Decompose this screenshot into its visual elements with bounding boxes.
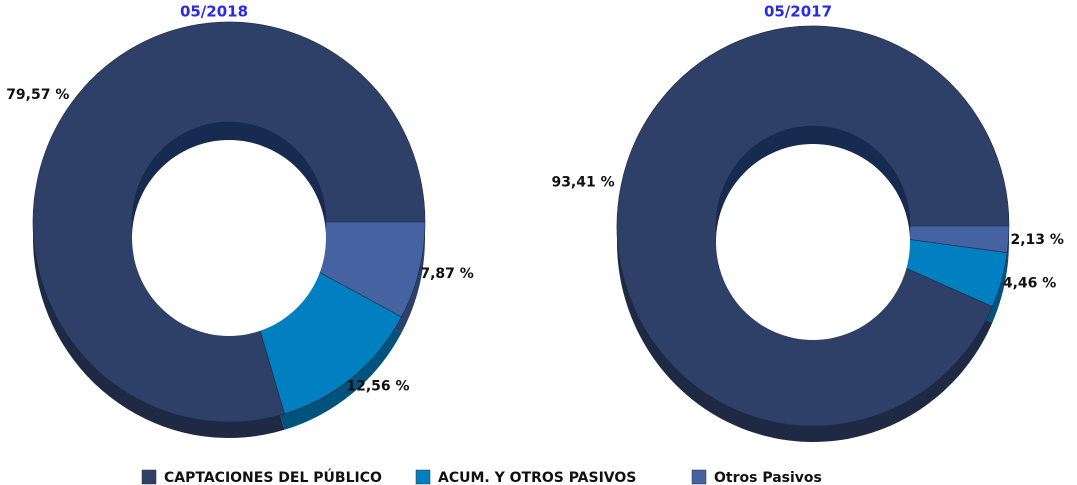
hole [716,144,910,340]
data-label: 7,87 % [420,266,473,282]
legend-label: Otros Pasivos [714,470,822,485]
data-label: 79,57 % [6,87,69,103]
data-label: 12,56 % [346,379,409,395]
legend-swatch [415,469,431,485]
legend-swatch [141,469,157,485]
donut: 05/2018 79,57 % 12,56 % 7,87 % [6,3,474,438]
legend-swatch [691,469,707,485]
legend-label: ACUM. Y OTROS PASIVOS [438,470,636,485]
data-label: 2,13 % [1011,232,1064,248]
data-label: 4,46 % [1003,275,1056,291]
hole [132,140,326,336]
legend-label: CAPTACIONES DEL PÚBLICO [164,468,382,485]
data-label: 93,41 % [551,174,614,190]
chart-title: 05/2017 [764,3,832,21]
donut: 05/2017 93,41 % 4,46 % 2,13 % [551,3,1064,442]
chart-title: 05/2018 [180,3,248,21]
